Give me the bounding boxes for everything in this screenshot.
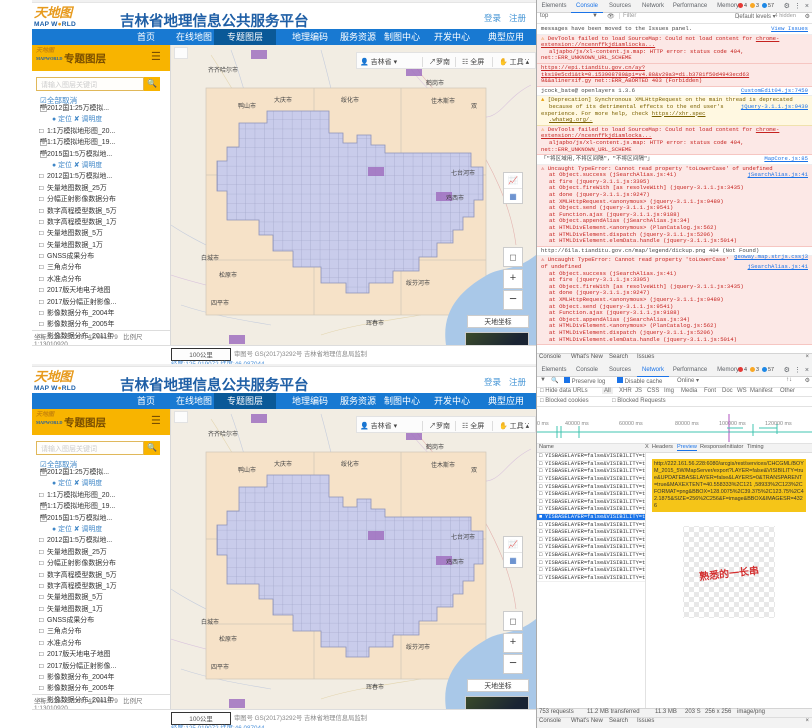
svg-text:绥化市: 绥化市 [341,460,359,468]
svg-text:佳木斯市: 佳木斯市 [431,461,455,469]
svg-text:七台河市: 七台河市 [451,169,475,177]
svg-text:珲春市: 珲春市 [366,683,384,691]
svg-text:白城市: 白城市 [201,254,219,262]
svg-text:珲春市: 珲春市 [366,319,384,327]
svg-text:绥芬河市: 绥芬河市 [406,279,430,287]
svg-text:佳木斯市: 佳木斯市 [431,97,455,105]
svg-text:鹤岗市: 鹤岗市 [426,443,444,451]
svg-text:四平市: 四平市 [211,299,229,307]
svg-text:齐齐哈尔市: 齐齐哈尔市 [208,430,238,438]
svg-text:大庆市: 大庆市 [274,460,292,468]
svg-text:四平市: 四平市 [211,663,229,671]
svg-text:绥芬河市: 绥芬河市 [406,643,430,651]
svg-text:齐齐哈尔市: 齐齐哈尔市 [208,66,238,74]
svg-text:鹤岗市: 鹤岗市 [426,79,444,87]
svg-text:鸡西市: 鸡西市 [446,194,464,202]
svg-text:松原市: 松原市 [219,635,237,643]
svg-text:鸡西市: 鸡西市 [446,558,464,566]
svg-text:绥化市: 绥化市 [341,96,359,104]
svg-text:大庆市: 大庆市 [274,96,292,104]
svg-text:松原市: 松原市 [219,271,237,279]
svg-text:七台河市: 七台河市 [451,533,475,541]
svg-text:白城市: 白城市 [201,618,219,626]
